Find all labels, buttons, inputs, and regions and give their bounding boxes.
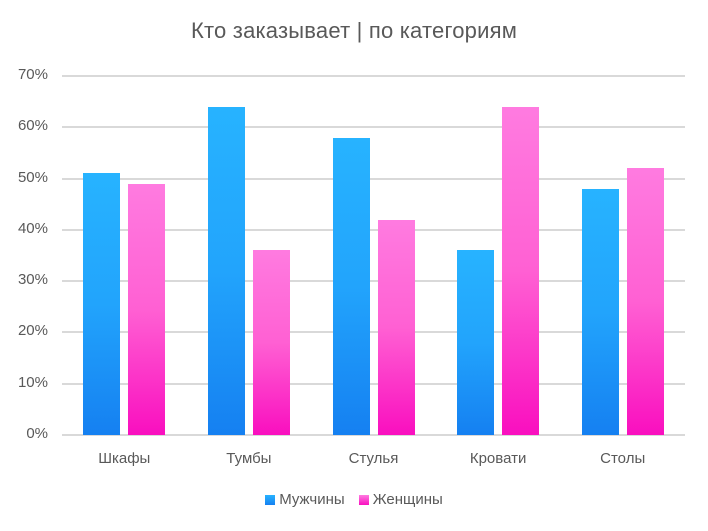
gridline bbox=[62, 75, 685, 77]
y-tick-label: 50% bbox=[17, 168, 48, 186]
x-tick-label: Стулья bbox=[348, 450, 399, 467]
bar-men[interactable] bbox=[83, 173, 121, 435]
bar-women[interactable] bbox=[377, 219, 415, 435]
x-tick-label: Шкафы bbox=[98, 450, 151, 467]
y-tick-label: 60% bbox=[17, 117, 48, 135]
bar-women[interactable] bbox=[502, 106, 540, 435]
bar-women[interactable] bbox=[626, 168, 664, 435]
legend-item-men[interactable]: Мужчины bbox=[265, 491, 345, 508]
bar-men[interactable] bbox=[332, 137, 370, 435]
legend-item-women[interactable]: Женщины bbox=[358, 491, 443, 508]
y-tick-label: 0% bbox=[26, 425, 48, 442]
gridline bbox=[62, 382, 685, 385]
y-tick-label: 70% bbox=[17, 66, 48, 83]
x-tick-label: Столы bbox=[600, 450, 646, 467]
bar-men[interactable] bbox=[581, 188, 619, 435]
gridline bbox=[62, 177, 685, 180]
y-tick-label: 10% bbox=[17, 373, 48, 391]
legend-swatch-women bbox=[358, 494, 369, 505]
x-tick-label: Кровати bbox=[469, 450, 527, 467]
legend-swatch-men bbox=[265, 494, 276, 505]
plot-area bbox=[62, 75, 685, 436]
bar-men[interactable] bbox=[207, 106, 245, 435]
y-tick-label: 40% bbox=[17, 219, 48, 237]
x-tick-label: Тумбы bbox=[226, 450, 272, 467]
bar-women[interactable] bbox=[128, 183, 166, 435]
y-tick-label: 30% bbox=[17, 271, 48, 289]
legend: Мужчины Женщины bbox=[0, 491, 708, 508]
gridline bbox=[62, 434, 685, 436]
gridline bbox=[62, 228, 685, 231]
legend-label-women: Женщины bbox=[372, 491, 443, 508]
gridline bbox=[62, 280, 685, 283]
bar-men[interactable] bbox=[457, 250, 495, 435]
y-tick-label: 20% bbox=[17, 322, 48, 340]
gridline bbox=[62, 126, 685, 129]
chart-title: Кто заказывает | по категориям bbox=[190, 18, 518, 43]
bar-women[interactable] bbox=[252, 250, 290, 435]
gridline bbox=[62, 331, 685, 334]
legend-label-men: Мужчины bbox=[279, 491, 345, 508]
